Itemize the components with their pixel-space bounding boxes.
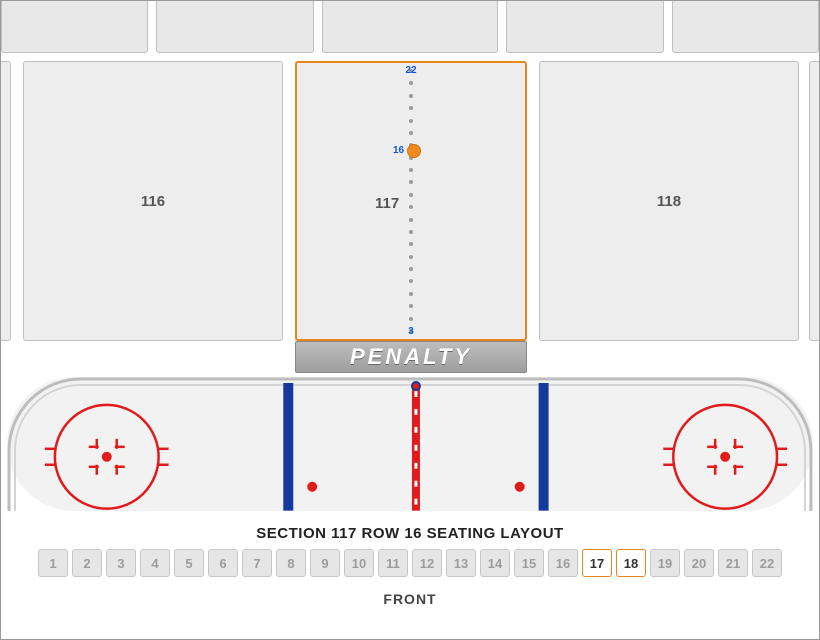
section-label: 118 — [657, 193, 681, 210]
row-number-bottom: 3 — [408, 326, 414, 337]
section-118[interactable]: 118 — [539, 61, 799, 341]
row-dot-column — [408, 69, 414, 333]
seat-6: 6 — [208, 549, 238, 577]
section-117[interactable]: 117 22 3 16 — [295, 61, 527, 341]
main-sections-row: 15 116 117 22 3 16 118 11 — [1, 61, 819, 341]
seat-13: 13 — [446, 549, 476, 577]
seat-number-row: 12345678910111213141516171819202122 — [1, 549, 819, 577]
seat-22: 22 — [752, 549, 782, 577]
upper-section-block — [156, 1, 313, 53]
upper-section-block — [506, 1, 663, 53]
seat-19: 19 — [650, 549, 680, 577]
layout-title: SECTION 117 ROW 16 SEATING LAYOUT — [1, 525, 819, 542]
seat-17[interactable]: 17 — [582, 549, 612, 577]
seat-10: 10 — [344, 549, 374, 577]
upper-sections-row — [1, 1, 819, 53]
seat-7: 7 — [242, 549, 272, 577]
penalty-text: PENALTY — [350, 344, 472, 370]
seat-15: 15 — [514, 549, 544, 577]
seat-3: 3 — [106, 549, 136, 577]
row-number-top: 22 — [405, 65, 416, 76]
seat-20: 20 — [684, 549, 714, 577]
section-15[interactable]: 15 — [0, 61, 11, 341]
seat-14: 14 — [480, 549, 510, 577]
seat-5: 5 — [174, 549, 204, 577]
upper-section-block — [1, 1, 148, 53]
seat-21: 21 — [718, 549, 748, 577]
front-label: FRONT — [1, 591, 819, 607]
seating-map-frame: 151161172231611811 PENALTY SECTION 117 R… — [0, 0, 820, 640]
seat-4: 4 — [140, 549, 170, 577]
rink — [7, 377, 813, 511]
penalty-box-label: PENALTY — [295, 341, 527, 373]
seat-9: 9 — [310, 549, 340, 577]
seat-16: 16 — [548, 549, 578, 577]
seat-8: 8 — [276, 549, 306, 577]
upper-section-block — [672, 1, 819, 53]
section-11[interactable]: 11 — [809, 61, 820, 341]
selected-seat-marker — [407, 144, 421, 158]
rink-markings — [7, 377, 813, 511]
section-label: 116 — [141, 193, 165, 210]
upper-section-block — [322, 1, 499, 53]
seat-1: 1 — [38, 549, 68, 577]
section-label: 117 — [375, 195, 399, 212]
seat-2: 2 — [72, 549, 102, 577]
row-number-selected: 16 — [393, 145, 404, 156]
section-116[interactable]: 116 — [23, 61, 283, 341]
seat-12: 12 — [412, 549, 442, 577]
seat-11: 11 — [378, 549, 408, 577]
seat-18[interactable]: 18 — [616, 549, 646, 577]
